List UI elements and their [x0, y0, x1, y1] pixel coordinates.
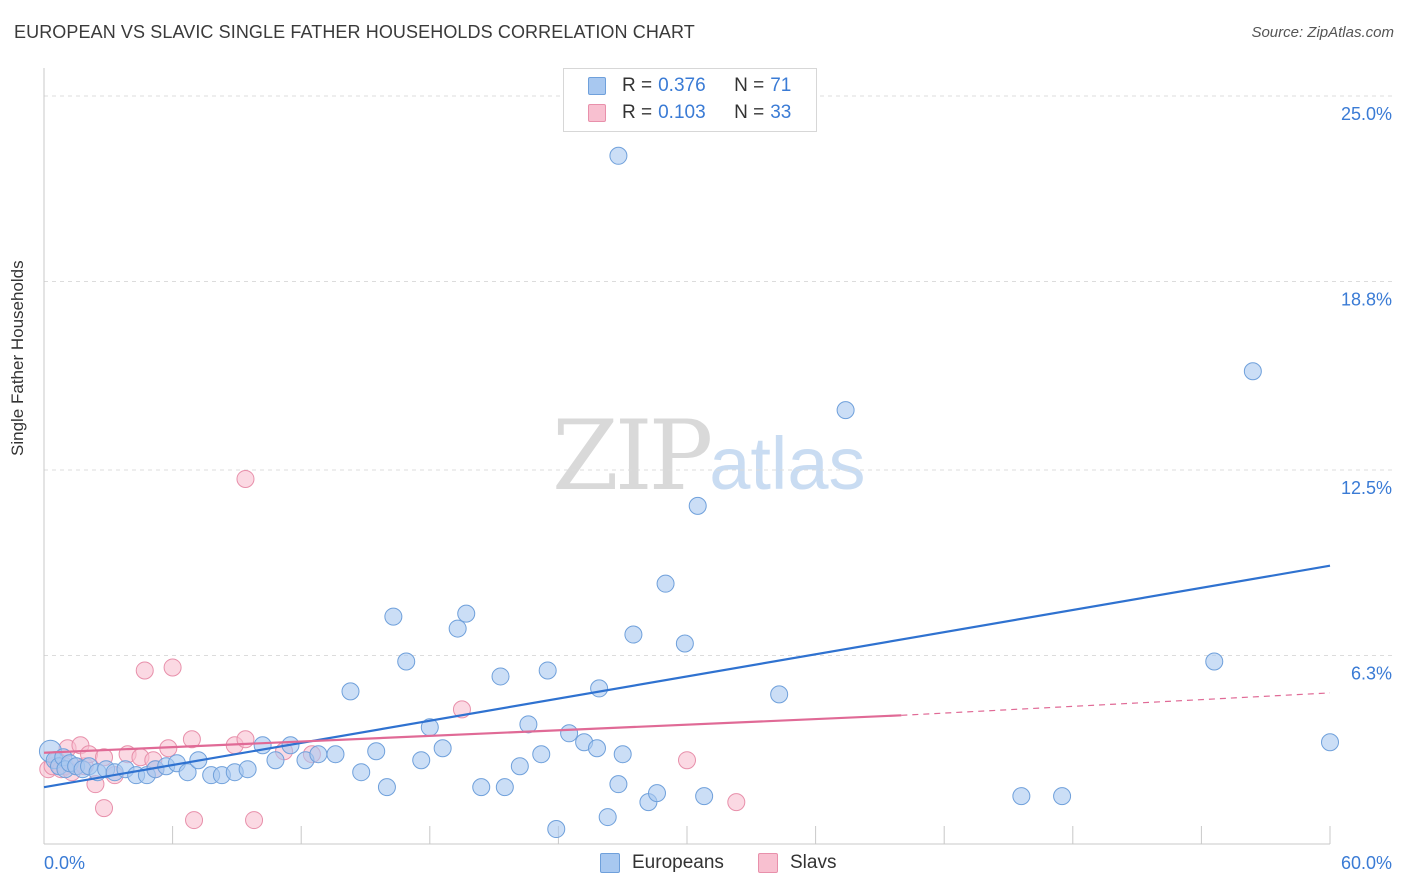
y-tick-label: 18.8% [1341, 289, 1392, 309]
europeans-point [457, 604, 476, 623]
europeans-point [412, 751, 431, 770]
n-value: 33 [770, 102, 792, 123]
europeans-point [352, 763, 371, 782]
y-axis-label: Single Father Households [8, 260, 27, 456]
slavs-point [245, 811, 264, 830]
y-tick-label: 6.3% [1351, 663, 1392, 683]
europeans-point [472, 778, 491, 797]
x-tick-label: 60.0% [1341, 853, 1392, 873]
r-label: R = [622, 102, 653, 123]
slavs-trend-line [43, 714, 902, 754]
europeans-point [598, 808, 617, 827]
slavs-point [185, 811, 204, 830]
slavs-point [236, 469, 255, 488]
europeans-point [675, 634, 694, 653]
slavs-point [163, 658, 182, 677]
europeans-point [397, 652, 416, 671]
europeans-point [309, 745, 328, 764]
source-label: Source: ZipAtlas.com [1251, 24, 1394, 41]
r-label: R = [622, 75, 653, 96]
europeans-point [1321, 733, 1339, 752]
europeans-point [560, 724, 579, 743]
europeans-point [836, 401, 855, 420]
watermark-zip: ZIP [552, 400, 713, 512]
r-value: 0.103 [658, 102, 706, 123]
n-value: 71 [770, 75, 792, 96]
europeans-point [377, 778, 396, 797]
europeans-point [609, 146, 628, 165]
x-tick-label: 0.0% [44, 853, 85, 873]
series-legend: Europeans Slavs [0, 852, 1406, 878]
slavs-point [678, 751, 696, 770]
europeans-point [178, 763, 197, 782]
slavs-point [135, 661, 154, 680]
watermark: ZIPatlas [552, 400, 866, 512]
europeans-point [624, 625, 643, 644]
europeans-point [1243, 362, 1262, 381]
legend-row-slavs: R = 0.103 N = 33 [588, 100, 791, 126]
correlation-legend: R = 0.376 N = 71 R = 0.103 N = 33 [563, 68, 817, 132]
slavs-swatch [588, 104, 606, 122]
europeans-point [538, 661, 557, 680]
legend-label: Slavs [790, 852, 837, 873]
y-tick-label: 12.5% [1341, 478, 1392, 498]
slavs-point [95, 799, 114, 818]
slavs-swatch [758, 853, 778, 873]
europeans-point [532, 745, 551, 764]
europeans-point [341, 682, 360, 701]
europeans-point [695, 787, 714, 806]
europeans-trend-line [43, 564, 1331, 789]
europeans-swatch [588, 77, 606, 95]
europeans-point [688, 496, 707, 515]
europeans-point [510, 757, 529, 776]
europeans-point [590, 679, 609, 698]
europeans-point [491, 667, 510, 686]
y-tick-label: 25.0% [1341, 104, 1392, 124]
europeans-point [547, 820, 566, 839]
europeans-point [647, 784, 666, 803]
europeans-point [1205, 652, 1224, 671]
europeans-point [495, 778, 514, 797]
europeans-point [367, 742, 386, 761]
r-value: 0.376 [658, 75, 706, 96]
legend-label: Europeans [632, 852, 724, 873]
europeans-point [519, 715, 538, 734]
slavs-point [727, 793, 746, 812]
europeans-point [326, 745, 345, 764]
europeans-point [656, 574, 675, 593]
slavs-trend-extension [901, 692, 1331, 716]
europeans-point [609, 775, 628, 794]
legend-item-slavs[interactable]: Slavs [758, 852, 836, 874]
europeans-point [384, 607, 403, 626]
europeans-point [1053, 787, 1072, 806]
europeans-point [770, 685, 789, 704]
watermark-atlas: atlas [709, 422, 866, 505]
n-label: N = [734, 75, 765, 96]
europeans-swatch [600, 853, 620, 873]
europeans-point [1012, 787, 1031, 806]
legend-item-europeans[interactable]: Europeans [600, 852, 724, 874]
slavs-point [182, 730, 201, 749]
europeans-point [448, 619, 467, 638]
europeans-point [266, 751, 285, 770]
europeans-point [238, 760, 257, 779]
europeans-point [587, 739, 606, 758]
legend-row-europeans: R = 0.376 N = 71 [588, 73, 791, 99]
europeans-point [433, 739, 452, 758]
n-label: N = [734, 102, 765, 123]
europeans-point [613, 745, 632, 764]
chart-title: EUROPEAN VS SLAVIC SINGLE FATHER HOUSEHO… [14, 22, 695, 42]
